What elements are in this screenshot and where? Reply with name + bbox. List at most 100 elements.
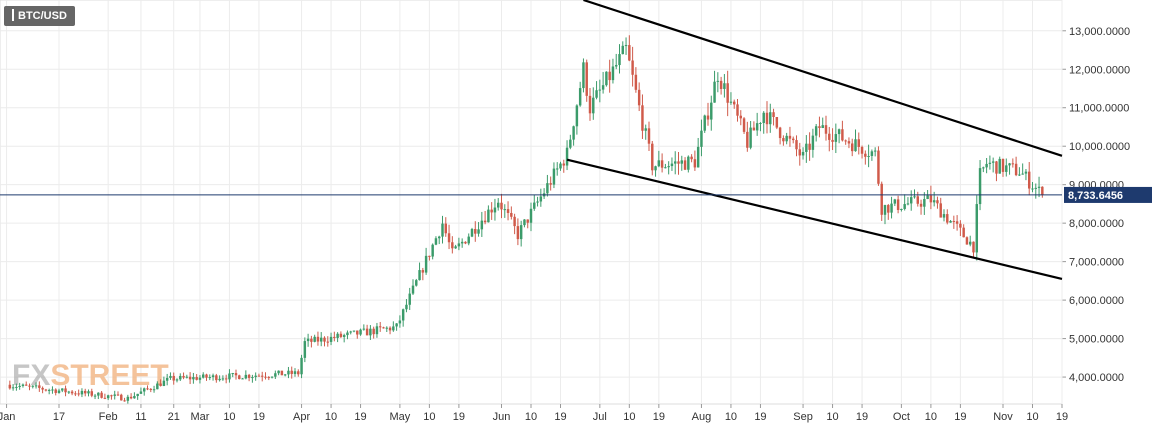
candle-body [968, 241, 972, 245]
lower-trendline [566, 158, 1063, 281]
x-tick-label: 19 [1056, 411, 1068, 423]
y-tick-label: 12,000.0000 [1069, 64, 1130, 76]
symbol-badge[interactable]: BTC/USD [4, 6, 75, 26]
candle-body [870, 151, 874, 156]
x-tick-label: Aug [692, 411, 712, 423]
candle-body [749, 127, 752, 148]
candle-body [454, 246, 457, 249]
candle-body [411, 285, 415, 294]
x-tick-label: 19 [954, 411, 966, 423]
candle-body [431, 244, 434, 257]
candle-body [1008, 163, 1011, 166]
candle-body [188, 376, 192, 380]
candle-body [772, 112, 775, 118]
candle-body [303, 341, 307, 358]
candle-body [339, 333, 343, 337]
candle-body [18, 385, 21, 387]
candle-body [169, 375, 172, 378]
candle-body [457, 243, 461, 247]
candle-body [241, 378, 244, 380]
candle-body [654, 166, 657, 171]
candle-body [536, 201, 539, 203]
candle-body [159, 383, 162, 386]
candle-body [365, 328, 369, 336]
candle-body [293, 371, 297, 374]
candle-body [755, 123, 759, 131]
candle-body [333, 336, 336, 338]
candle-body [382, 327, 385, 329]
candle-body [51, 389, 54, 391]
candle-body [228, 373, 231, 380]
candle-body [441, 223, 444, 237]
candle-body [693, 159, 697, 168]
candle-body [824, 125, 828, 134]
candle-body [926, 195, 929, 200]
candle-body [221, 378, 225, 380]
candle-body [746, 131, 749, 148]
candle-body [877, 150, 880, 184]
candle-body [28, 385, 31, 387]
candle-body [408, 293, 411, 305]
candle-body [946, 214, 949, 223]
candle-body [854, 139, 857, 152]
x-tick-label: Oct [893, 411, 910, 423]
x-tick-label: 19 [653, 411, 665, 423]
candle-body [61, 388, 64, 391]
candle-body [208, 377, 212, 379]
candle-body [80, 390, 84, 395]
x-tick-label: 10 [525, 411, 537, 423]
candle-body [782, 138, 785, 142]
candle-body [103, 397, 107, 399]
candle-body [719, 80, 723, 89]
candle-body [126, 396, 130, 401]
candle-body [683, 160, 687, 170]
candle-body [1001, 158, 1005, 172]
candle-body [667, 166, 670, 168]
candle-body [690, 156, 693, 160]
candle-body [172, 375, 175, 381]
candle-body [38, 385, 41, 388]
candle-body [601, 85, 605, 90]
candle-body [139, 391, 143, 394]
candle-body [110, 395, 113, 397]
x-tick-label: Jul [593, 411, 607, 423]
candle-body [1031, 188, 1034, 190]
candle-body [277, 370, 280, 374]
candle-body [539, 196, 543, 202]
candle-body [883, 205, 887, 215]
x-tick-label: 10 [925, 411, 937, 423]
x-tick-label: 10 [223, 411, 235, 423]
candle-body [516, 226, 520, 240]
candle-body [664, 167, 667, 169]
candle-body [621, 45, 625, 55]
x-tick-label: Sep [793, 411, 813, 423]
candle-body [244, 374, 248, 379]
candle-body [618, 54, 621, 66]
candle-body [211, 375, 215, 378]
candle-body [97, 392, 100, 396]
candle-body [965, 237, 969, 245]
candle-body [47, 389, 51, 391]
candle-body [316, 336, 320, 342]
candle-body [982, 167, 985, 169]
x-tick-label: 21 [168, 411, 180, 423]
y-tick-label: 6,000.0000 [1069, 295, 1124, 307]
candle-body [762, 112, 765, 123]
candle-body [100, 392, 103, 398]
candle-body [198, 377, 202, 380]
candle-body [369, 328, 372, 336]
candle-body [319, 337, 323, 342]
current-price-label: 8,733.6456 [1068, 190, 1123, 202]
candle-body [850, 143, 854, 152]
candle-body [323, 337, 326, 342]
candle-body [978, 168, 982, 205]
candle-body [447, 233, 451, 243]
current-price-badge [1064, 186, 1152, 203]
candle-body [136, 393, 139, 397]
candle-body [24, 384, 28, 386]
candle-body [791, 138, 795, 141]
candle-body [500, 202, 503, 210]
candle-body [628, 45, 631, 61]
candle-body [87, 391, 90, 394]
